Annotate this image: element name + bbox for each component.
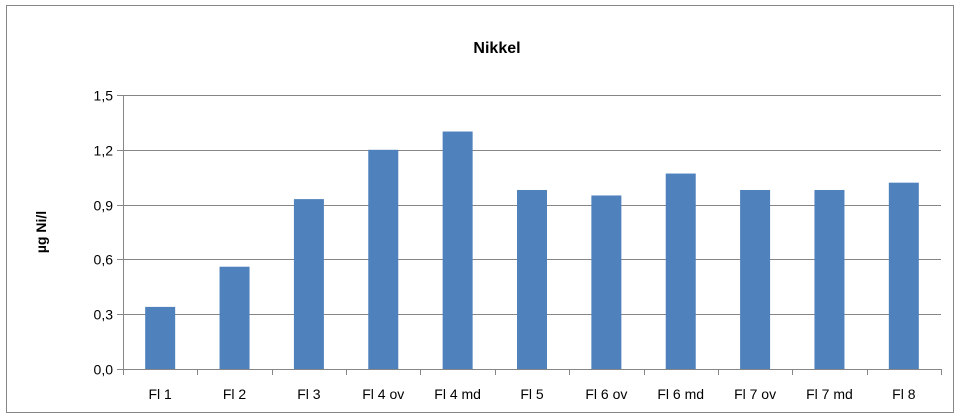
tick-labels: 0,0 0,3 0,6 0,9 1,2 1,5 Fl 1 Fl 2 Fl 3 Fl 4 ov Fl … bbox=[94, 88, 916, 403]
y-tick-label-2: 0,6 bbox=[94, 252, 114, 268]
x-tick-label-9: Fl 7 md bbox=[806, 386, 853, 402]
bar-7 bbox=[665, 173, 696, 369]
x-tick-label-1: Fl 2 bbox=[223, 386, 247, 402]
bar-6 bbox=[591, 195, 622, 369]
y-tick-label-3: 0,9 bbox=[94, 198, 114, 214]
y-tick-label-1: 0,3 bbox=[94, 307, 114, 323]
y-axis-title: µg Ni/l bbox=[33, 211, 49, 253]
y-tick-label-0: 0,0 bbox=[94, 362, 114, 378]
bar-2 bbox=[293, 199, 324, 369]
x-tick-label-3: Fl 4 ov bbox=[362, 386, 404, 402]
bar-4 bbox=[442, 131, 473, 369]
x-tick-label-7: Fl 6 md bbox=[657, 386, 704, 402]
x-tick-label-2: Fl 3 bbox=[297, 386, 321, 402]
x-tick-label-0: Fl 1 bbox=[149, 386, 173, 402]
x-tick-label-6: Fl 6 ov bbox=[585, 386, 627, 402]
bars bbox=[145, 131, 919, 369]
x-tick-label-5: Fl 5 bbox=[520, 386, 544, 402]
bar-10 bbox=[888, 182, 919, 369]
bar-9 bbox=[814, 189, 845, 369]
y-tick-label-5: 1,5 bbox=[94, 88, 114, 104]
x-tick-label-10: Fl 8 bbox=[892, 386, 916, 402]
bar-1 bbox=[219, 266, 250, 369]
bar-5 bbox=[517, 189, 547, 369]
axes bbox=[123, 95, 942, 375]
bar-0 bbox=[145, 306, 176, 369]
y-tick-label-4: 1,2 bbox=[94, 143, 114, 159]
chart-title: Nikkel bbox=[473, 40, 520, 57]
x-tick-label-4: Fl 4 md bbox=[434, 386, 481, 402]
bar-3 bbox=[368, 149, 399, 369]
bar-8 bbox=[740, 189, 771, 369]
x-tick-label-8: Fl 7 ov bbox=[734, 386, 776, 402]
